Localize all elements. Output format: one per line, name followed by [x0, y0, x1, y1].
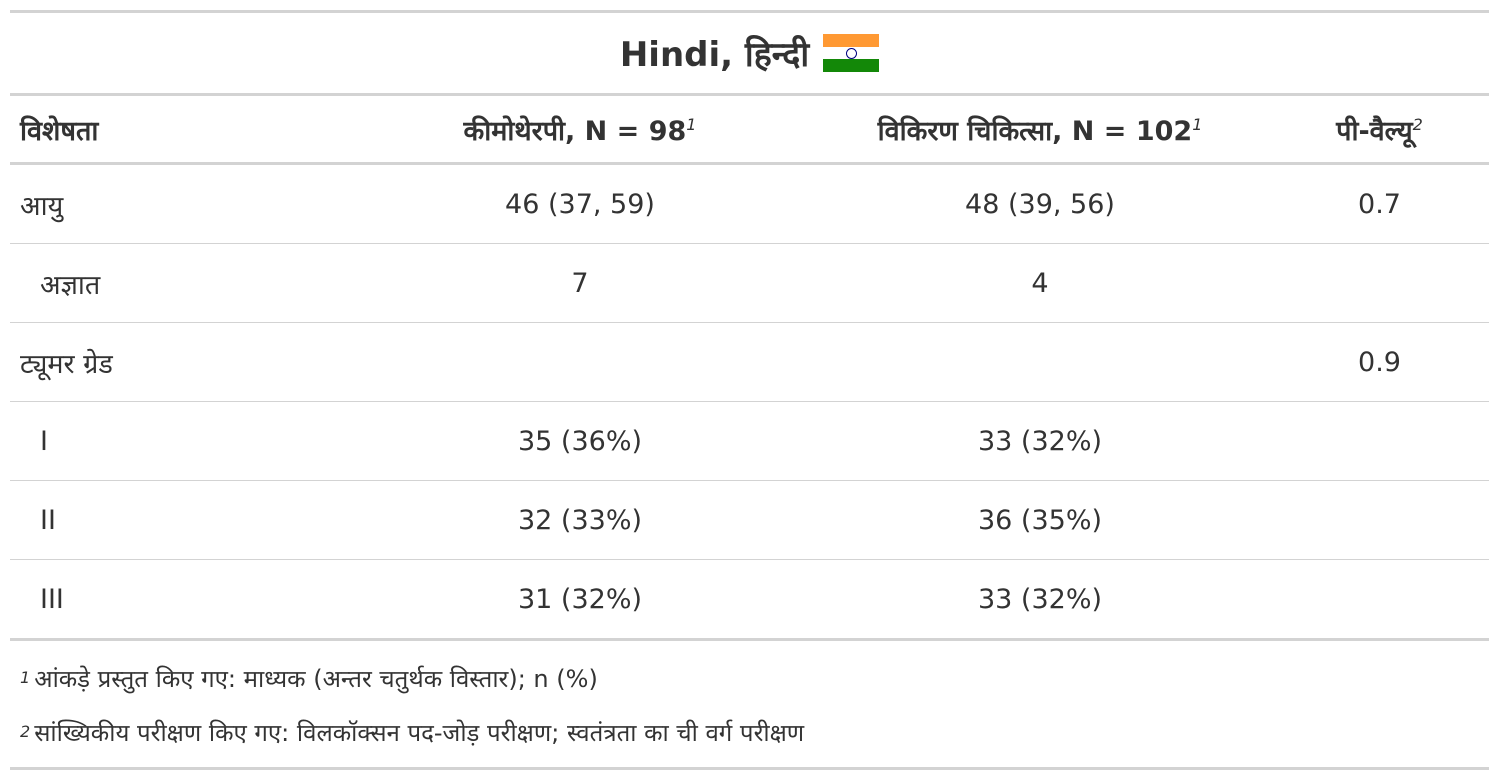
row-label: आयु — [20, 190, 64, 222]
top-rule — [10, 10, 1489, 13]
table-row: ट्यूमर ग्रेड 0.9 — [10, 323, 1489, 401]
row-group1: 46 (37, 59) — [505, 188, 655, 220]
row-group2: 33 (32%) — [977, 583, 1103, 615]
india-flag-icon — [823, 34, 880, 72]
summary-table: Hindi, हिन्दी विशेषता कीमोथेरपी, N = 981… — [10, 10, 1489, 770]
footnote: 1 आंकड़े प्रस्तुत किए गए: माध्यक (अन्तर च… — [10, 651, 1489, 705]
row-label: ट्यूमर ग्रेड — [20, 348, 113, 380]
table-footnotes: 1 आंकड़े प्रस्तुत किए गए: माध्यक (अन्तर च… — [10, 641, 1489, 767]
header-row: विशेषता कीमोथेरपी, N = 981 विकिरण चिकित्… — [10, 96, 1489, 162]
body-bottom-rule — [10, 638, 1489, 641]
table-row: III 31 (32%) 33 (32%) — [10, 560, 1489, 638]
title-rule — [10, 93, 1489, 96]
table-title: Hindi, हिन्दी — [10, 13, 1489, 93]
table-row: अज्ञात 7 4 — [10, 244, 1489, 322]
footnote-text: आंकड़े प्रस्तुत किए गए: माध्यक (अन्तर चत… — [34, 664, 598, 693]
row-group1: 7 — [571, 267, 589, 299]
header-characteristic: विशेषता — [20, 115, 99, 147]
table-row: II 32 (33%) 36 (35%) — [10, 481, 1489, 559]
row-label: III — [40, 583, 64, 615]
row-divider — [10, 401, 1489, 402]
footnote: 2 सांख्यिकीय परीक्षण किए गए: विलकॉक्सन पद… — [10, 705, 1489, 759]
footnote-text: सांख्यिकीय परीक्षण किए गए: विलकॉक्सन पद-… — [34, 718, 805, 747]
row-label: I — [40, 425, 48, 457]
bottom-rule — [10, 767, 1489, 770]
row-group2: 48 (39, 56) — [965, 188, 1115, 220]
row-group2: 33 (32%) — [977, 425, 1103, 457]
row-label: अज्ञात — [40, 269, 101, 301]
header-rule — [10, 162, 1489, 165]
header-pvalue: पी-वैल्यू2 — [1336, 114, 1423, 147]
row-divider — [10, 322, 1489, 323]
row-pvalue: 0.9 — [1358, 346, 1401, 378]
title-text: Hindi, हिन्दी — [619, 35, 810, 75]
row-group2: 36 (35%) — [977, 504, 1103, 536]
table-row: आयु 46 (37, 59) 48 (39, 56) 0.7 — [10, 165, 1489, 243]
header-group2: विकिरण चिकित्सा, N = 1021 — [877, 114, 1203, 147]
row-group1: 31 (32%) — [517, 583, 643, 615]
row-divider — [10, 243, 1489, 244]
row-group1: 32 (33%) — [517, 504, 643, 536]
row-divider — [10, 559, 1489, 560]
table-row: I 35 (36%) 33 (32%) — [10, 402, 1489, 480]
row-group2: 4 — [1031, 267, 1049, 299]
row-divider — [10, 480, 1489, 481]
row-label: II — [40, 504, 56, 536]
row-pvalue: 0.7 — [1358, 188, 1401, 220]
row-group1: 35 (36%) — [517, 425, 643, 457]
header-group1: कीमोथेरपी, N = 981 — [463, 114, 697, 147]
